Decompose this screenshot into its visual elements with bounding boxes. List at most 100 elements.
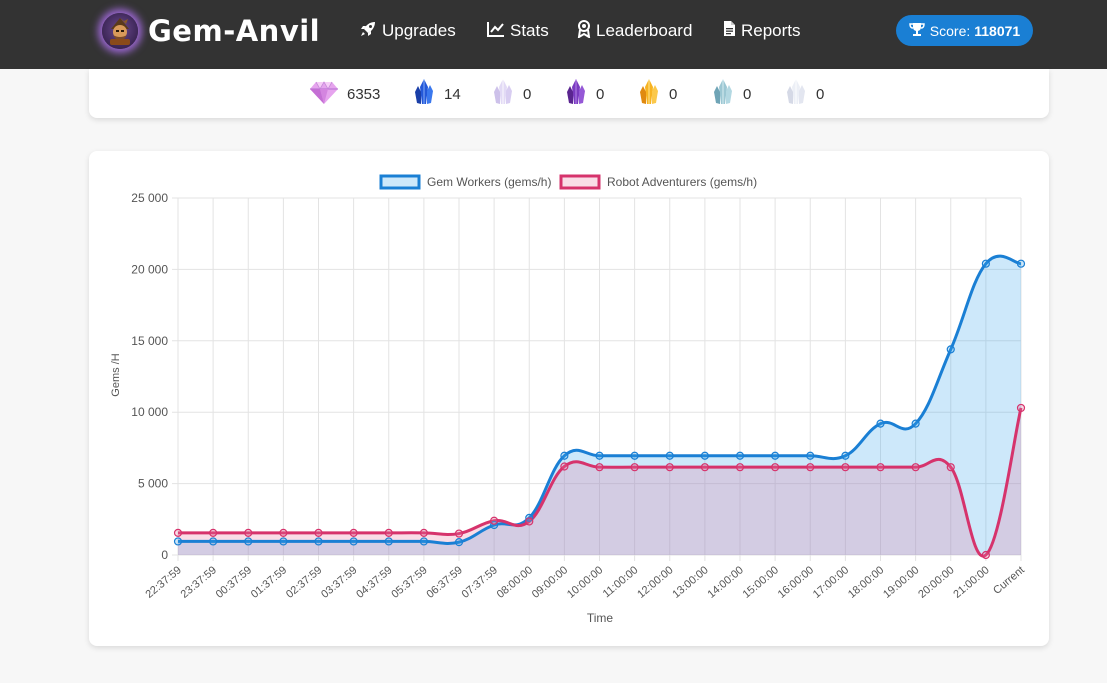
x-tick-label: 00:37:59: [214, 564, 255, 601]
gem-count: 14: [444, 85, 461, 103]
lavender-crystal-icon: [491, 78, 515, 111]
series-0-point[interactable]: [1016, 259, 1026, 268]
score-label: Score:: [929, 22, 971, 39]
brand-name: Gem-Anvil: [148, 14, 321, 48]
series-1-point[interactable]: [244, 528, 253, 537]
series-1-point[interactable]: [665, 463, 674, 472]
legend-label-0[interactable]: Gem Workers (gems/h): [427, 175, 551, 189]
series-0-point[interactable]: [173, 537, 183, 546]
series-1-point[interactable]: [981, 550, 990, 560]
nav-leaderboard-label: Leaderboard: [596, 21, 693, 40]
series-0-area: [178, 256, 1021, 555]
gem-inventory-bar: 6353 14 0: [89, 69, 1049, 118]
series-0-point[interactable]: [771, 451, 780, 460]
x-tick-label: 12:00:00: [635, 564, 676, 601]
series-0-line: [178, 254, 1022, 545]
series-1-point[interactable]: [911, 463, 920, 472]
gem-count: 0: [596, 85, 605, 103]
series-1-point[interactable]: [1016, 403, 1026, 413]
gem-count: 6353: [347, 85, 381, 103]
series-1-point[interactable]: [314, 528, 323, 537]
x-tick-label: 09:00:00: [530, 564, 571, 601]
y-axis-ticks: 0 5 000 10 000 15 000 20 000 25 000: [131, 191, 168, 562]
legend-swatch-1[interactable]: [559, 174, 601, 190]
series-1-point[interactable]: [876, 463, 885, 472]
x-tick-label: 21:00:00: [951, 564, 992, 601]
brand-link[interactable]: Gem-Anvil: [102, 12, 320, 50]
nav-leaderboard[interactable]: Leaderboard: [577, 19, 693, 42]
legend-swatch-0[interactable]: [379, 174, 421, 190]
x-tick-label: 16:00:00: [776, 564, 817, 601]
x-tick-label: 19:00:00: [881, 564, 922, 601]
x-axis-ticks: 22:37:5923:37:5900:37:5901:37:5902:37:59…: [143, 564, 1027, 601]
x-tick-label: 23:37:59: [179, 564, 220, 601]
nav-upgrades[interactable]: Upgrades: [359, 20, 456, 42]
chart-grid: [172, 197, 1022, 561]
series-1-point[interactable]: [735, 463, 745, 472]
series-1-point[interactable]: [560, 462, 569, 471]
nav-upgrades-label: Upgrades: [382, 21, 456, 40]
series-1-point[interactable]: [771, 463, 780, 472]
series-0-point[interactable]: [665, 451, 674, 460]
gem-pink-diamond: 6353: [309, 79, 381, 110]
series-0-point[interactable]: [735, 451, 745, 460]
x-tick-label: 05:37:59: [389, 564, 430, 601]
purple-crystal-icon: [564, 78, 588, 111]
series-0-point[interactable]: [244, 537, 253, 546]
nav-reports-label: Reports: [741, 21, 801, 40]
series-1-point[interactable]: [630, 463, 639, 472]
series-1-point[interactable]: [525, 517, 534, 526]
gem-purple-crystal: 0: [564, 78, 605, 107]
series-1-point[interactable]: [946, 463, 955, 472]
series-0-point[interactable]: [630, 451, 639, 460]
series-0-point[interactable]: [279, 537, 288, 546]
chart-legend[interactable]: Gem Workers (gems/h) Robot Adventurers (g…: [379, 174, 757, 190]
series-1-point[interactable]: [173, 528, 183, 537]
nav-stats[interactable]: Stats: [487, 20, 549, 42]
series-0-point[interactable]: [595, 451, 604, 460]
series-1-point[interactable]: [209, 528, 218, 537]
x-tick-label: 03:37:59: [319, 564, 360, 601]
x-tick-label: 22:37:59: [143, 564, 184, 601]
series-0-point[interactable]: [946, 345, 955, 354]
y-tick-label: 15 000: [131, 334, 168, 348]
score-value: 118071: [974, 22, 1021, 39]
series-0-point[interactable]: [876, 419, 885, 428]
gem-count: 0: [523, 85, 532, 103]
gem-count: 0: [743, 85, 752, 103]
pink-diamond-icon: [309, 79, 339, 110]
series-1-point[interactable]: [700, 463, 709, 472]
chart-areas: [178, 256, 1021, 557]
trophy-icon: [909, 22, 930, 40]
series-1-point[interactable]: [349, 528, 358, 537]
series-1-point[interactable]: [279, 528, 288, 537]
series-0-point[interactable]: [981, 259, 990, 268]
series-1-point[interactable]: [490, 516, 499, 525]
gem-white-crystal: 0: [784, 78, 824, 107]
y-axis-label: Gems /H: [110, 353, 122, 396]
series-0-point[interactable]: [911, 419, 920, 428]
legend-label-1[interactable]: Robot Adventurers (gems/h): [607, 175, 757, 189]
series-0-point[interactable]: [560, 451, 569, 460]
series-1-point[interactable]: [384, 528, 393, 537]
series-0-point[interactable]: [841, 451, 850, 460]
series-0-point[interactable]: [384, 537, 393, 546]
series-1-point[interactable]: [595, 463, 604, 472]
orange-crystal-icon: [637, 78, 661, 111]
series-0-point[interactable]: [806, 451, 815, 460]
series-1-point[interactable]: [841, 463, 850, 472]
series-1-point[interactable]: [419, 528, 428, 537]
series-0-point[interactable]: [349, 537, 358, 546]
series-0-point[interactable]: [700, 451, 709, 460]
series-0-point[interactable]: [454, 538, 464, 547]
series-1-point[interactable]: [806, 463, 815, 472]
series-0-point[interactable]: [419, 537, 428, 546]
x-tick-label: 11:00:00: [601, 564, 641, 600]
series-0-point[interactable]: [314, 537, 323, 546]
series-1-point[interactable]: [454, 529, 464, 538]
nav-reports[interactable]: Reports: [723, 20, 801, 42]
score-badge[interactable]: Score: 118071: [896, 15, 1033, 46]
series-0-point[interactable]: [209, 537, 218, 546]
x-tick-label: 01:37:59: [249, 564, 290, 601]
